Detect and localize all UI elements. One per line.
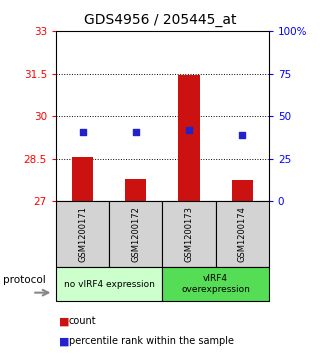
Point [133,129,138,135]
Text: GSM1200173: GSM1200173 [185,206,194,262]
Text: GDS4956 / 205445_at: GDS4956 / 205445_at [84,13,236,27]
Text: GSM1200172: GSM1200172 [131,206,140,262]
Point [187,127,192,133]
Bar [109,201,162,267]
Text: vIRF4
overexpression: vIRF4 overexpression [181,274,250,294]
Bar [178,75,200,201]
Bar [216,201,269,267]
Bar [163,267,269,301]
Text: percentile rank within the sample: percentile rank within the sample [69,336,234,346]
Bar [163,201,216,267]
Text: GSM1200171: GSM1200171 [78,206,87,262]
Bar [72,158,93,201]
Text: count: count [69,316,96,326]
Text: no vIRF4 expression: no vIRF4 expression [64,280,155,289]
Point [240,132,245,138]
Text: ■: ■ [59,336,70,346]
Text: GSM1200174: GSM1200174 [238,206,247,262]
Bar [56,267,163,301]
Point [80,129,85,135]
Text: ■: ■ [59,316,70,326]
Bar [232,180,253,201]
Bar [125,179,147,201]
Bar [56,201,109,267]
Text: protocol: protocol [3,276,46,285]
